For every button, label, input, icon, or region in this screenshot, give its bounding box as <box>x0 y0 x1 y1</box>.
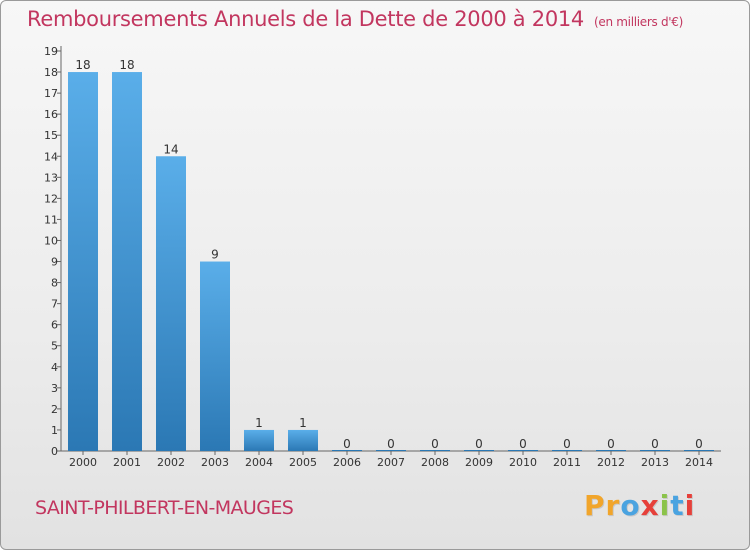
data-label: 0 <box>431 437 439 451</box>
data-label: 9 <box>211 248 219 262</box>
bar <box>156 156 186 451</box>
data-label: 18 <box>119 58 134 72</box>
x-tick-label: 2014 <box>685 456 713 469</box>
bar <box>68 72 98 451</box>
bar <box>112 72 142 451</box>
x-tick-label: 2008 <box>421 456 449 469</box>
chart-title: Remboursements Annuels de la Dette de 20… <box>27 7 683 31</box>
y-tick-label: 9 <box>51 256 58 269</box>
y-tick-label: 14 <box>44 150 58 163</box>
data-label: 0 <box>343 437 351 451</box>
data-label: 0 <box>607 437 615 451</box>
x-tick-label: 2005 <box>289 456 317 469</box>
bar <box>596 450 626 451</box>
x-tick-label: 2009 <box>465 456 493 469</box>
y-tick-label: 7 <box>51 298 58 311</box>
data-label: 1 <box>255 416 263 430</box>
x-tick-label: 2012 <box>597 456 625 469</box>
logo-letter: i <box>684 489 696 522</box>
y-tick-label: 8 <box>51 277 58 290</box>
y-tick-label: 3 <box>51 382 58 395</box>
x-tick-label: 2010 <box>509 456 537 469</box>
x-tick-label: 2001 <box>113 456 141 469</box>
data-label: 0 <box>563 437 571 451</box>
bar <box>640 450 670 451</box>
bar <box>420 450 450 451</box>
data-label: 1 <box>299 416 307 430</box>
data-label: 0 <box>387 437 395 451</box>
logo-letter: o <box>620 489 641 522</box>
y-tick-label: 0 <box>51 445 58 458</box>
x-tick-label: 2003 <box>201 456 229 469</box>
x-tick-label: 2002 <box>157 456 185 469</box>
y-tick-label: 13 <box>44 171 58 184</box>
y-tick-label: 5 <box>51 340 58 353</box>
logo-letter: P <box>584 489 606 522</box>
y-tick-label: 12 <box>44 192 58 205</box>
y-tick-label: 11 <box>44 213 58 226</box>
x-tick-label: 2006 <box>333 456 361 469</box>
commune-name: SAINT-PHILBERT-EN-MAUGES <box>35 497 294 519</box>
bar <box>508 450 538 451</box>
logo-letter: x <box>640 489 660 522</box>
x-tick-label: 2004 <box>245 456 273 469</box>
data-label: 14 <box>163 142 178 156</box>
y-tick-label: 19 <box>44 45 58 58</box>
y-tick-label: 16 <box>44 108 58 121</box>
bar <box>244 429 274 451</box>
y-tick-label: 4 <box>51 361 58 374</box>
y-tick-label: 15 <box>44 129 58 142</box>
data-label: 18 <box>75 58 90 72</box>
bar <box>684 450 714 451</box>
bar <box>200 261 230 451</box>
data-label: 0 <box>651 437 659 451</box>
data-label: 0 <box>475 437 483 451</box>
logo-letter: r <box>605 489 621 522</box>
data-label: 0 <box>519 437 527 451</box>
x-tick-label: 2011 <box>553 456 581 469</box>
logo-letter: t <box>670 489 685 522</box>
chart-subtitle: (en milliers d'€) <box>594 15 684 29</box>
bar <box>332 450 362 451</box>
y-tick-label: 2 <box>51 403 58 416</box>
y-tick-label: 6 <box>51 319 58 332</box>
chart-title-text: Remboursements Annuels de la Dette de 20… <box>27 7 584 31</box>
logo-letter: i <box>659 489 671 522</box>
bar <box>288 429 318 451</box>
x-tick-label: 2000 <box>69 456 97 469</box>
y-tick-label: 10 <box>44 234 58 247</box>
bar <box>376 450 406 451</box>
x-tick-label: 2013 <box>641 456 669 469</box>
bar <box>464 450 494 451</box>
x-tick-label: 2007 <box>377 456 405 469</box>
bar <box>552 450 582 451</box>
y-tick-label: 18 <box>44 66 58 79</box>
y-tick-label: 17 <box>44 87 58 100</box>
y-tick-label: 1 <box>51 424 58 437</box>
data-label: 0 <box>695 437 703 451</box>
